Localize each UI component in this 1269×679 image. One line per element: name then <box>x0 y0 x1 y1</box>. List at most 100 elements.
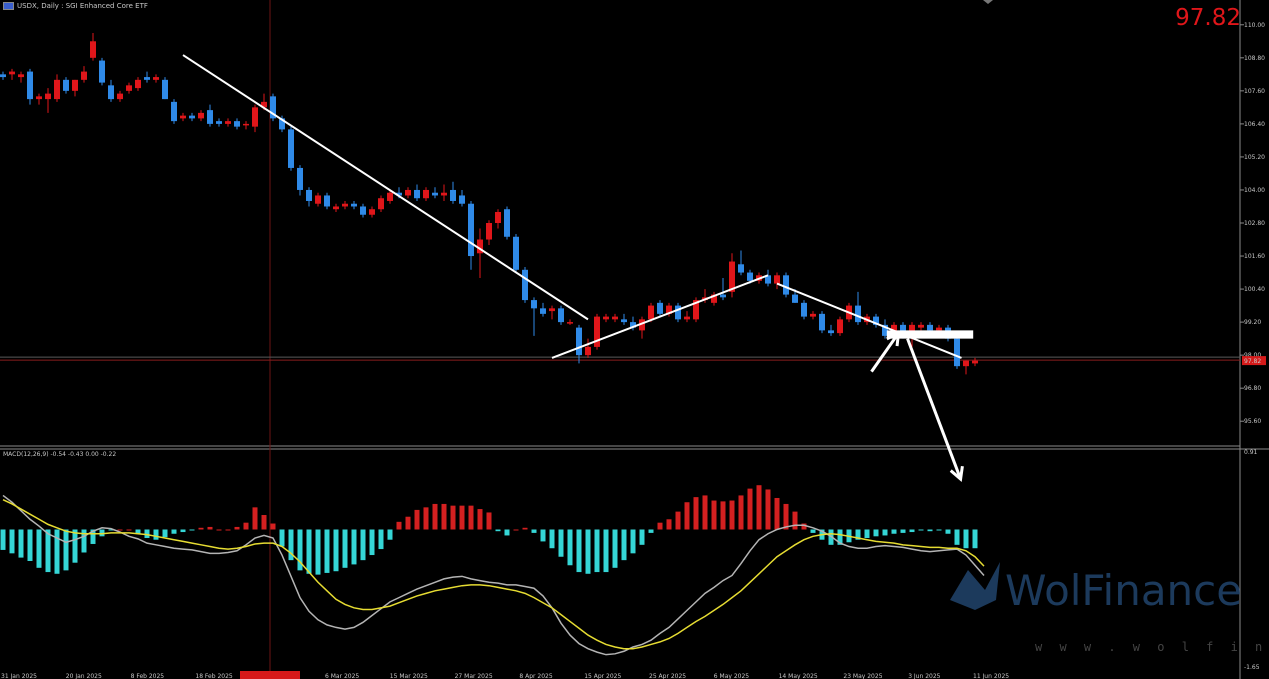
macd-histogram-bar <box>801 523 807 530</box>
macd-histogram-bar <box>72 529 78 563</box>
price-axis-label: 101.60 <box>1244 253 1265 260</box>
candle-body <box>927 324 933 331</box>
candle-body <box>801 302 807 317</box>
macd-histogram-bar <box>729 500 735 530</box>
candle-body <box>297 167 303 190</box>
candle-body <box>54 79 60 100</box>
candle-body <box>387 192 393 201</box>
macd-histogram-bar <box>477 509 483 530</box>
macd-histogram-bar <box>540 529 546 542</box>
macd-histogram-bar <box>270 523 276 530</box>
macd-histogram-bar <box>558 529 564 557</box>
trendline <box>776 282 962 359</box>
time-axis-label: 8 Feb 2025 <box>131 673 165 679</box>
candle-body <box>315 195 321 204</box>
candle-body <box>324 195 330 207</box>
macd-histogram-bar <box>360 529 366 561</box>
macd-histogram-bar <box>684 502 690 530</box>
candle-body <box>855 305 861 323</box>
macd-histogram-bar <box>234 526 240 530</box>
macd-histogram-bar <box>144 529 150 539</box>
candle-body <box>90 41 96 58</box>
time-axis-label: 8 Apr 2025 <box>519 673 552 679</box>
macd-histogram-bar <box>657 522 663 530</box>
time-axis-label: 23 May 2025 <box>843 673 882 679</box>
candle-body <box>207 110 213 124</box>
macd-histogram-bar <box>0 529 6 550</box>
macd-histogram-bar <box>882 529 888 536</box>
macd-axis-bottom-label: -1.65 <box>1244 664 1260 671</box>
macd-histogram-bar <box>738 495 744 530</box>
candle-body <box>216 121 222 124</box>
macd-histogram-bar <box>126 529 132 531</box>
time-axis-label: 6 May 2025 <box>714 673 749 679</box>
price-axis-label: 95.60 <box>1244 418 1261 425</box>
candle-body <box>369 209 375 215</box>
candle-body <box>252 107 258 127</box>
forecast-arrow-shaft <box>906 338 963 480</box>
watermark: WolFinance w w w . w o l f i n a n c e .… <box>950 562 1269 654</box>
macd-histogram-bar <box>648 529 654 533</box>
macd-histogram-bar <box>900 529 906 533</box>
macd-histogram-bar <box>135 529 141 534</box>
candle-body <box>954 338 960 367</box>
price-axis: 110.00 108.80 107.60 106.40 105.20 104.00 102.… <box>1240 22 1265 425</box>
macd-histogram-bar <box>702 495 708 530</box>
candle-body <box>693 300 699 320</box>
macd-histogram-bar <box>9 529 15 554</box>
candle-body <box>45 93 51 100</box>
macd-histogram-bar <box>81 529 87 553</box>
candle-body <box>567 322 573 324</box>
candle-body <box>378 198 384 210</box>
candle-body <box>459 195 465 204</box>
macd-histogram-bar <box>693 497 699 530</box>
candle-body <box>405 189 411 196</box>
candle-body <box>828 330 834 334</box>
macd-axis-top-label: 0.91 <box>1244 449 1258 456</box>
macd-histogram-bar <box>621 529 627 561</box>
macd-histogram-bar <box>531 529 537 533</box>
macd-histogram-bar <box>261 515 267 530</box>
time-axis-label: 18 Feb 2025 <box>195 673 233 679</box>
price-axis-label: 99.20 <box>1244 319 1261 326</box>
signal-line <box>2 499 985 650</box>
candle-body <box>972 360 978 364</box>
macd-histogram-bar <box>927 529 933 532</box>
candle-body <box>666 305 672 314</box>
candle-body <box>540 308 546 314</box>
candle-body <box>495 211 501 223</box>
candle-body <box>603 316 609 320</box>
candle-body <box>9 71 15 75</box>
candle-body <box>27 71 33 100</box>
candle-body <box>738 264 744 273</box>
candle-body <box>270 96 276 119</box>
macd-histogram-bar <box>513 529 519 531</box>
candle-body <box>576 327 582 356</box>
candle-body <box>432 192 438 196</box>
macd-histogram-bar <box>522 527 528 530</box>
candle-body <box>639 319 645 331</box>
time-axis-label: 31 Jan 2025 <box>1 673 37 679</box>
macd-histogram-bar <box>189 529 195 531</box>
macd-histogram-bar <box>36 529 42 568</box>
macd-histogram-bar <box>810 529 816 533</box>
candle-body <box>234 121 240 127</box>
price-axis-label: 96.80 <box>1244 385 1261 392</box>
candle-body <box>513 236 519 270</box>
price-axis-label: 110.00 <box>1244 22 1265 29</box>
candle-body <box>180 115 186 119</box>
time-axis-label: 15 Apr 2025 <box>584 673 621 679</box>
macd-histogram-bar <box>765 489 771 530</box>
candle-body <box>657 302 663 314</box>
time-axis-label: 27 Mar 2025 <box>455 673 493 679</box>
macd-histogram-bar <box>90 529 96 544</box>
macd-histogram-bar <box>225 529 231 531</box>
macd-histogram-bar <box>855 529 861 540</box>
macd-indicator-label: MACD(12,26,9) -0.54 -0.43 0.00 -0.22 <box>3 451 117 458</box>
chevron-down-icon[interactable] <box>983 0 993 4</box>
macd-histogram-bar <box>324 529 330 573</box>
candle-body <box>558 308 564 323</box>
macd-histogram-bar <box>396 521 402 530</box>
current-price-display: 97.82 <box>1175 5 1241 31</box>
